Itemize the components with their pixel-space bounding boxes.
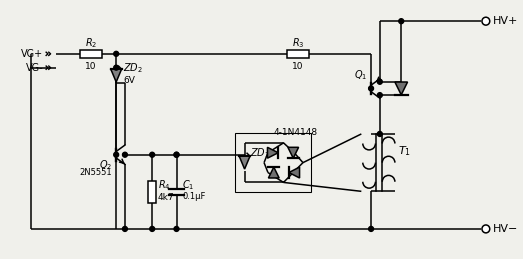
Text: 6V: 6V <box>123 76 135 85</box>
Circle shape <box>399 19 404 24</box>
Circle shape <box>369 226 373 231</box>
Circle shape <box>122 152 128 157</box>
Text: 0.1μF: 0.1μF <box>183 192 206 201</box>
Text: $ZD_2$: $ZD_2$ <box>123 61 143 75</box>
Text: 4-1N4148: 4-1N4148 <box>273 128 317 138</box>
Text: $Q_1$: $Q_1$ <box>354 69 367 82</box>
Polygon shape <box>289 167 300 178</box>
Circle shape <box>150 226 155 231</box>
Text: $ZD_1$: $ZD_1$ <box>251 146 270 160</box>
Polygon shape <box>288 147 299 158</box>
Text: $T_1$: $T_1$ <box>399 144 411 158</box>
Circle shape <box>174 226 179 231</box>
Bar <box>149 181 156 203</box>
Polygon shape <box>395 82 407 95</box>
Circle shape <box>174 152 179 157</box>
Circle shape <box>369 86 373 91</box>
Text: 10: 10 <box>292 62 304 71</box>
Bar <box>235 133 311 192</box>
Circle shape <box>122 226 128 231</box>
Circle shape <box>113 51 119 56</box>
Circle shape <box>378 93 382 98</box>
Bar <box>288 50 309 58</box>
Text: 2N5551: 2N5551 <box>79 168 112 177</box>
Polygon shape <box>268 167 279 178</box>
Text: $R_4$: $R_4$ <box>158 178 171 192</box>
Text: 4k7: 4k7 <box>158 193 175 202</box>
Circle shape <box>482 225 490 233</box>
Text: HV−: HV− <box>493 224 518 234</box>
Text: $Q_2$: $Q_2$ <box>99 159 112 172</box>
Text: VG-: VG- <box>26 63 43 73</box>
Bar <box>80 50 101 58</box>
Circle shape <box>113 65 119 70</box>
Text: VG+: VG+ <box>21 49 43 59</box>
Text: $R_3$: $R_3$ <box>292 36 304 50</box>
Polygon shape <box>111 69 121 82</box>
Circle shape <box>378 132 382 136</box>
Text: 10: 10 <box>85 62 97 71</box>
Circle shape <box>174 152 179 157</box>
Text: $R_2$: $R_2$ <box>85 36 97 50</box>
Text: $C_1$: $C_1$ <box>183 178 195 192</box>
Circle shape <box>113 152 119 157</box>
Polygon shape <box>267 147 278 158</box>
Polygon shape <box>239 156 250 169</box>
Circle shape <box>378 79 382 84</box>
Circle shape <box>150 152 155 157</box>
Text: HV+: HV+ <box>493 16 518 26</box>
Circle shape <box>482 17 490 25</box>
